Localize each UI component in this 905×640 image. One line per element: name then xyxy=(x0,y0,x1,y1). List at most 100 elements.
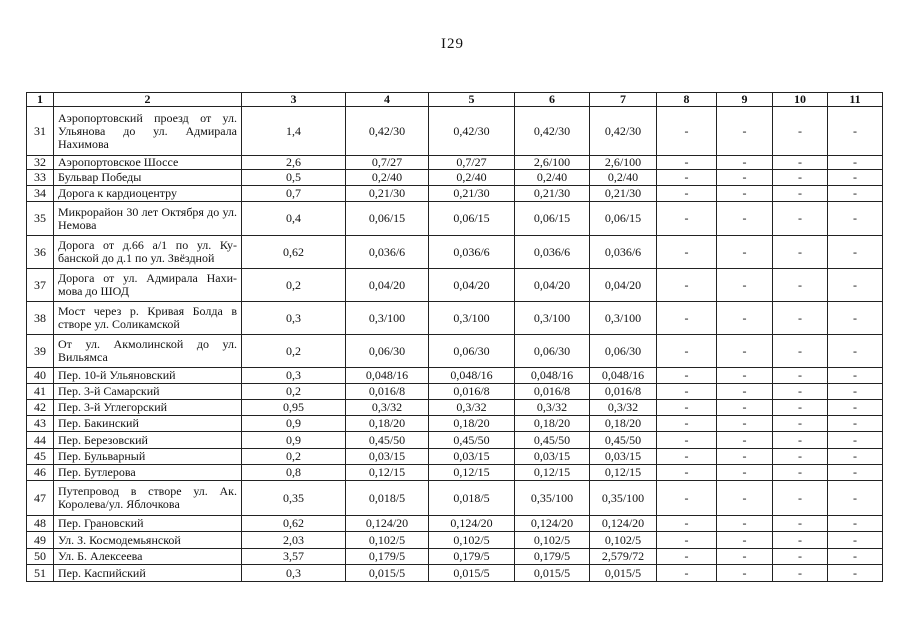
value-cell-c5: 0,016/8 xyxy=(428,383,515,400)
value-cell-c6: 0,2/40 xyxy=(514,169,590,186)
value-cell-c5: 0,102/5 xyxy=(428,531,515,549)
row-number-cell: 35 xyxy=(26,201,54,236)
row-number-cell: 40 xyxy=(26,367,54,384)
value-cell-c8: - xyxy=(656,235,717,269)
value-cell-c7: 0,2/40 xyxy=(589,169,657,186)
road-name-cell: Ул. З. Космодемьянской xyxy=(53,531,242,549)
value-cell-c9: - xyxy=(716,531,773,549)
value-cell-c11: - xyxy=(827,169,883,186)
value-cell-c5: 0,12/15 xyxy=(428,464,515,481)
value-cell-c11: - xyxy=(827,415,883,432)
value-cell-c5: 0,179/5 xyxy=(428,548,515,565)
value-cell-c3: 0,2 xyxy=(241,334,346,368)
value-cell-c3: 0,2 xyxy=(241,268,346,302)
value-cell-c11: - xyxy=(827,235,883,269)
table-row: 31 Аэропортовский проезд от ул. Ульянова … xyxy=(26,106,883,156)
value-cell-c8: - xyxy=(656,564,717,582)
table-row: 34 Дорога к кардиоцентру 0,7 0,21/30 0,21/30… xyxy=(26,185,883,202)
value-cell-c7: 0,3/32 xyxy=(589,399,657,416)
value-cell-c8: - xyxy=(656,383,717,400)
value-cell-c9: - xyxy=(716,399,773,416)
row-number-cell: 43 xyxy=(26,415,54,432)
value-cell-c10: - xyxy=(772,334,828,368)
value-cell-c10: - xyxy=(772,531,828,549)
road-name-cell: Пер. Каспийский xyxy=(53,564,242,582)
value-cell-c6: 0,036/6 xyxy=(514,235,590,269)
value-cell-c6: 0,3/32 xyxy=(514,399,590,416)
value-cell-c9: - xyxy=(716,155,773,170)
table-row: 45 Пер. Бульварный 0,2 0,03/15 0,03/15 0,03/1… xyxy=(26,448,883,465)
table-row: 49 Ул. З. Космодемьянской 2,03 0,102/5 0,102… xyxy=(26,531,883,549)
value-cell-c4: 0,018/5 xyxy=(345,480,429,516)
value-cell-c5: 0,06/15 xyxy=(428,201,515,236)
value-cell-c11: - xyxy=(827,531,883,549)
value-cell-c3: 2,6 xyxy=(241,155,346,170)
value-cell-c6: 0,42/30 xyxy=(514,106,590,156)
value-cell-c6: 0,04/20 xyxy=(514,268,590,302)
value-cell-c4: 0,124/20 xyxy=(345,515,429,532)
table-row: 36 Дорога от д.66 а/1 по ул. Ку-банской д… xyxy=(26,235,883,269)
value-cell-c4: 0,21/30 xyxy=(345,185,429,202)
value-cell-c5: 0,42/30 xyxy=(428,106,515,156)
value-cell-c7: 0,3/100 xyxy=(589,301,657,335)
value-cell-c8: - xyxy=(656,399,717,416)
value-cell-c9: - xyxy=(716,106,773,156)
value-cell-c8: - xyxy=(656,268,717,302)
road-name-cell: Дорога от д.66 а/1 по ул. Ку-банской до … xyxy=(53,235,242,269)
value-cell-c9: - xyxy=(716,515,773,532)
value-cell-c5: 0,124/20 xyxy=(428,515,515,532)
value-cell-c3: 1,4 xyxy=(241,106,346,156)
value-cell-c11: - xyxy=(827,464,883,481)
value-cell-c4: 0,102/5 xyxy=(345,531,429,549)
value-cell-c11: - xyxy=(827,448,883,465)
value-cell-c7: 0,42/30 xyxy=(589,106,657,156)
table-row: 44 Пер. Березовский 0,9 0,45/50 0,45/50 0,45/… xyxy=(26,431,883,449)
value-cell-c11: - xyxy=(827,431,883,449)
value-cell-c9: - xyxy=(716,480,773,516)
value-cell-c9: - xyxy=(716,383,773,400)
value-cell-c6: 0,3/100 xyxy=(514,301,590,335)
table-row: 39 От ул. Акмолинской до ул. Вильямса 0,2 0… xyxy=(26,334,883,368)
road-name-cell: Дорога от ул. Адмирала Нахи-мова до ШОД xyxy=(53,268,242,302)
value-cell-c4: 0,12/15 xyxy=(345,464,429,481)
value-cell-c5: 0,03/15 xyxy=(428,448,515,465)
value-cell-c7: 2,6/100 xyxy=(589,155,657,170)
value-cell-c5: 0,7/27 xyxy=(428,155,515,170)
road-name-cell: Пер. 10-й Ульяновский xyxy=(53,367,242,384)
value-cell-c7: 0,102/5 xyxy=(589,531,657,549)
table-row: 47 Путепровод в створе ул. Ак. Королева/у… xyxy=(26,480,883,516)
value-cell-c6: 0,015/5 xyxy=(514,564,590,582)
value-cell-c3: 0,7 xyxy=(241,185,346,202)
value-cell-c7: 0,048/16 xyxy=(589,367,657,384)
value-cell-c4: 0,016/8 xyxy=(345,383,429,400)
value-cell-c5: 0,06/30 xyxy=(428,334,515,368)
value-cell-c4: 0,2/40 xyxy=(345,169,429,186)
table-row: 48 Пер. Грановский 0,62 0,124/20 0,124/20 0,1… xyxy=(26,515,883,532)
road-name-cell: Путепровод в створе ул. Ак. Королева/ул.… xyxy=(53,480,242,516)
road-name-cell: Микрорайон 30 лет Октября до ул. Немова xyxy=(53,201,242,236)
road-name-cell: Пер. Грановский xyxy=(53,515,242,532)
value-cell-c9: - xyxy=(716,564,773,582)
column-header: 11 xyxy=(827,92,883,107)
value-cell-c11: - xyxy=(827,201,883,236)
table-row: 35 Микрорайон 30 лет Октября до ул. Немов… xyxy=(26,201,883,236)
value-cell-c6: 0,179/5 xyxy=(514,548,590,565)
value-cell-c8: - xyxy=(656,415,717,432)
column-header: 4 xyxy=(345,92,429,107)
value-cell-c6: 0,124/20 xyxy=(514,515,590,532)
value-cell-c10: - xyxy=(772,431,828,449)
value-cell-c6: 0,12/15 xyxy=(514,464,590,481)
value-cell-c10: - xyxy=(772,201,828,236)
value-cell-c10: - xyxy=(772,155,828,170)
value-cell-c3: 0,5 xyxy=(241,169,346,186)
value-cell-c8: - xyxy=(656,169,717,186)
value-cell-c7: 2,579/72 xyxy=(589,548,657,565)
row-number-cell: 31 xyxy=(26,106,54,156)
table-row: 40 Пер. 10-й Ульяновский 0,3 0,048/16 0,048/… xyxy=(26,367,883,384)
value-cell-c5: 0,18/20 xyxy=(428,415,515,432)
value-cell-c3: 0,9 xyxy=(241,415,346,432)
row-number-cell: 48 xyxy=(26,515,54,532)
value-cell-c10: - xyxy=(772,169,828,186)
column-header: 5 xyxy=(428,92,515,107)
row-number-cell: 49 xyxy=(26,531,54,549)
